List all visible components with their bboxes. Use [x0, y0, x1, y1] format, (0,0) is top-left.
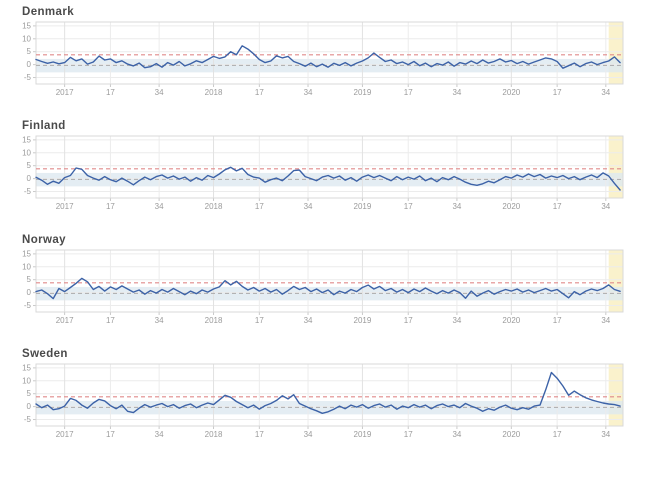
chart-plot-sweden: 15 10 5 0 -5 2017 17 34 2018 17 34 2019 17 34 2020 17 34 — [0, 361, 650, 441]
chart-plot-norway: 15 10 5 0 -5 2017 17 34 2018 17 34 2019 17 34 2020 17 34 — [0, 247, 650, 327]
x-tick-label: 2017 — [56, 88, 74, 97]
x-tick-label: 34 — [304, 316, 313, 325]
x-tick-label: 2020 — [502, 316, 520, 325]
x-tick-label: 2019 — [354, 202, 372, 211]
x-tick-label: 17 — [255, 88, 264, 97]
x-tick-label: 2018 — [205, 88, 223, 97]
x-tick-label: 17 — [553, 430, 562, 439]
plot-border — [35, 21, 624, 85]
x-tick-label: 34 — [601, 202, 610, 211]
y-tick-label: 0 — [27, 174, 32, 183]
x-tick-label: 34 — [452, 202, 461, 211]
y-tick-label: 0 — [27, 288, 32, 297]
y-tick-label: 10 — [22, 34, 31, 43]
x-tick-label: 2019 — [354, 88, 372, 97]
x-tick-label: 17 — [106, 316, 115, 325]
x-tick-label: 2019 — [354, 430, 372, 439]
zscore-line — [35, 166, 621, 191]
x-tick-label: 2017 — [56, 316, 74, 325]
x-tick-label: 2020 — [502, 430, 520, 439]
chart-block-denmark: Denmark 15 10 5 0 -5 2017 17 34 2018 17 34 2019 17 34… — [0, 6, 650, 99]
x-tick-label: 2018 — [205, 316, 223, 325]
x-tick-label: 34 — [155, 430, 164, 439]
y-tick-label: 0 — [27, 60, 32, 69]
x-tick-label: 17 — [255, 430, 264, 439]
x-tick-label: 17 — [404, 430, 413, 439]
x-tick-label: 2017 — [56, 202, 74, 211]
x-tick-label: 34 — [155, 88, 164, 97]
y-tick-label: 5 — [27, 275, 32, 284]
normal-range-band — [36, 286, 623, 301]
y-tick-label: -5 — [24, 73, 32, 82]
zscore-line — [35, 371, 621, 414]
chart-title-sweden: Sweden — [22, 348, 68, 360]
chart-block-finland: Finland 15 10 5 0 -5 2017 17 34 2018 17 34 2019 17 34… — [0, 120, 650, 213]
zscore-line — [35, 277, 621, 300]
y-tick-label: 10 — [22, 376, 31, 385]
x-tick-label: 17 — [106, 430, 115, 439]
x-tick-label: 34 — [155, 316, 164, 325]
x-tick-label: 2019 — [354, 316, 372, 325]
y-tick-label: 10 — [22, 148, 31, 157]
x-tick-label: 2020 — [502, 202, 520, 211]
x-tick-label: 34 — [155, 202, 164, 211]
x-tick-label: 34 — [452, 88, 461, 97]
x-tick-label: 2017 — [56, 430, 74, 439]
delay-shading — [608, 136, 623, 198]
x-tick-label: 2018 — [205, 430, 223, 439]
chart-plot-denmark: 15 10 5 0 -5 2017 17 34 2018 17 34 2019 17 34 2020 17 34 — [0, 19, 650, 99]
x-tick-label: 34 — [601, 430, 610, 439]
y-tick-label: 0 — [27, 402, 32, 411]
chart-block-sweden: Sweden 15 10 5 0 -5 2017 17 34 2018 17 34 2019 17 34 2… — [0, 348, 650, 441]
chart-plot-finland: 15 10 5 0 -5 2017 17 34 2018 17 34 2019 17 34 2020 17 34 — [0, 133, 650, 213]
y-tick-label: 15 — [22, 363, 31, 372]
chart-title-denmark: Denmark — [22, 6, 75, 18]
y-tick-label: -5 — [24, 415, 32, 424]
y-tick-label: 15 — [22, 135, 31, 144]
y-tick-label: 15 — [22, 249, 31, 258]
x-tick-label: 34 — [304, 202, 313, 211]
zscore-line — [35, 45, 621, 69]
chart-title-norway: Norway — [22, 234, 66, 246]
x-tick-label: 34 — [452, 430, 461, 439]
x-tick-label: 17 — [553, 316, 562, 325]
x-tick-label: 34 — [304, 430, 313, 439]
plot-border — [35, 363, 624, 427]
x-tick-label: 17 — [553, 88, 562, 97]
x-tick-label: 34 — [452, 316, 461, 325]
delay-shading — [608, 250, 623, 312]
x-tick-label: 2020 — [502, 88, 520, 97]
plot-border — [35, 249, 624, 313]
delay-shading — [608, 364, 623, 426]
y-tick-label: -5 — [24, 187, 32, 196]
plot-border — [35, 135, 624, 199]
x-tick-label: 34 — [304, 88, 313, 97]
x-tick-label: 17 — [404, 88, 413, 97]
y-tick-label: 5 — [27, 161, 32, 170]
chart-block-norway: Norway 15 10 5 0 -5 2017 17 34 2018 17 34 2019 17 34 2… — [0, 234, 650, 327]
x-tick-label: 34 — [601, 88, 610, 97]
x-tick-label: 17 — [404, 202, 413, 211]
x-tick-label: 17 — [255, 316, 264, 325]
x-tick-label: 17 — [106, 202, 115, 211]
y-tick-label: 15 — [22, 21, 31, 30]
delay-shading — [608, 22, 623, 84]
x-tick-label: 17 — [255, 202, 264, 211]
normal-range-band — [36, 172, 623, 187]
y-tick-label: 5 — [27, 47, 32, 56]
x-tick-label: 17 — [404, 316, 413, 325]
normal-range-band — [36, 400, 623, 415]
x-tick-label: 17 — [106, 88, 115, 97]
x-tick-label: 2018 — [205, 202, 223, 211]
y-tick-label: -5 — [24, 301, 32, 310]
chart-title-finland: Finland — [22, 120, 66, 132]
y-tick-label: 10 — [22, 262, 31, 271]
x-tick-label: 17 — [553, 202, 562, 211]
zscore-charts-page: Denmark 15 10 5 0 -5 2017 17 34 2018 17 34 2019 17 34… — [0, 6, 650, 441]
y-tick-label: 5 — [27, 389, 32, 398]
x-tick-label: 34 — [601, 316, 610, 325]
